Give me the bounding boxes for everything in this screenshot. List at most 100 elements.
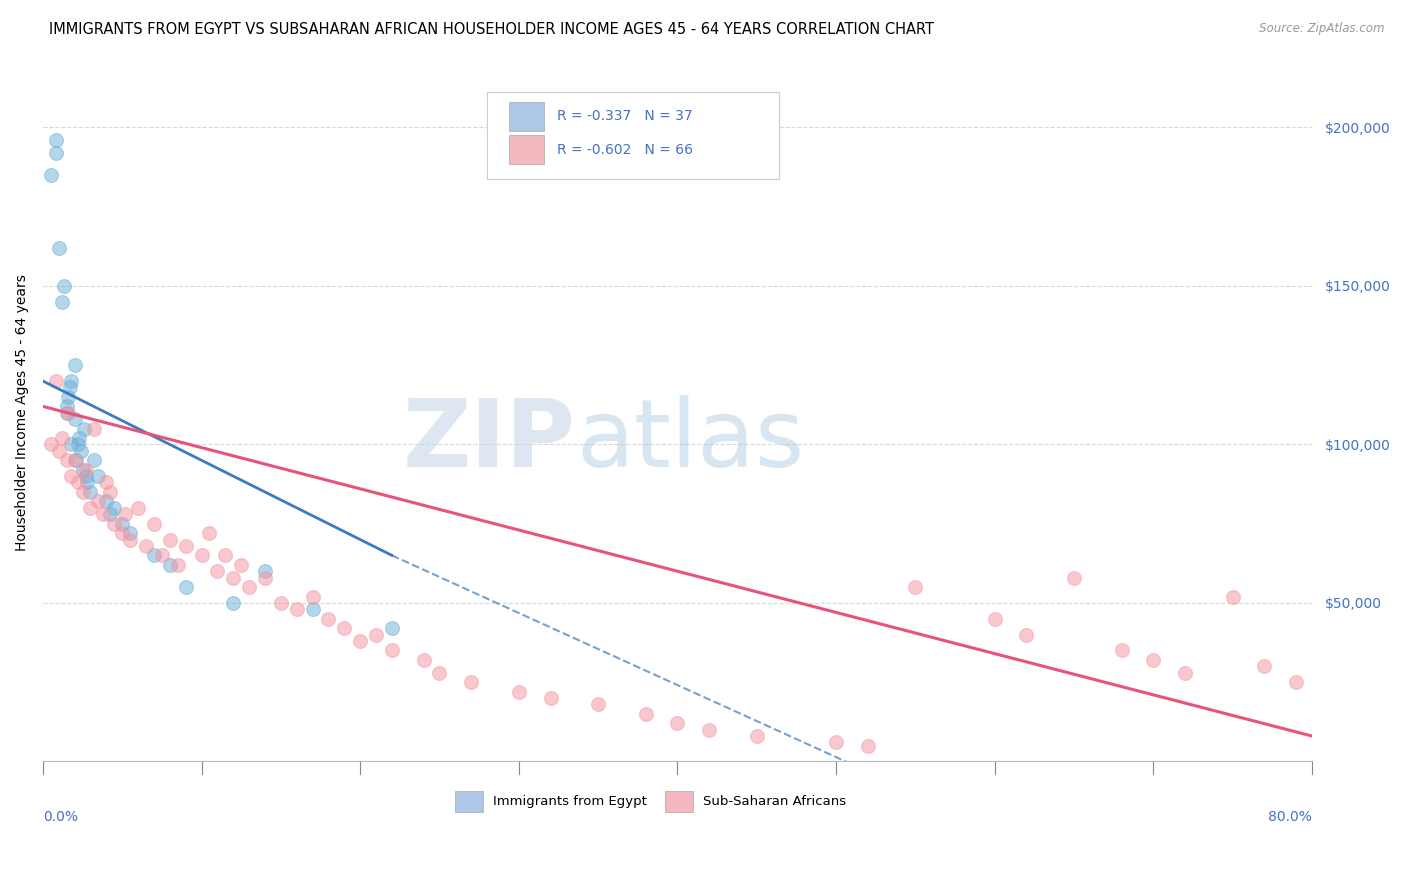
Bar — [665, 790, 693, 812]
Point — [1174, 665, 1197, 680]
Point — [745, 729, 768, 743]
Point — [66, 437, 89, 451]
Point — [45, 145, 67, 160]
Point — [60, 437, 83, 451]
Point — [159, 533, 181, 547]
Point — [63, 358, 86, 372]
Y-axis label: Householder Income Ages 45 - 64 years: Householder Income Ages 45 - 64 years — [15, 275, 30, 551]
Point — [190, 549, 212, 563]
Text: atlas: atlas — [576, 394, 804, 487]
Bar — [509, 136, 544, 164]
Point — [45, 374, 67, 388]
Point — [1222, 590, 1244, 604]
Point — [51, 294, 73, 309]
Point — [51, 431, 73, 445]
Text: R = -0.602   N = 66: R = -0.602 N = 66 — [557, 143, 693, 157]
Point — [198, 526, 221, 541]
Point — [270, 596, 292, 610]
Point — [111, 526, 134, 541]
Text: IMMIGRANTS FROM EGYPT VS SUBSAHARAN AFRICAN HOUSEHOLDER INCOME AGES 45 - 64 YEAR: IMMIGRANTS FROM EGYPT VS SUBSAHARAN AFRI… — [49, 22, 934, 37]
Point — [66, 475, 89, 490]
Text: ZIP: ZIP — [404, 394, 576, 487]
Point — [174, 539, 197, 553]
Point — [111, 516, 134, 531]
Point — [1285, 675, 1308, 690]
Point — [166, 558, 188, 572]
Point — [349, 634, 371, 648]
Point — [96, 494, 118, 508]
Point — [60, 374, 83, 388]
Point — [142, 516, 165, 531]
Point — [60, 469, 83, 483]
Point — [72, 485, 94, 500]
Point — [65, 453, 87, 467]
Point — [73, 421, 96, 435]
Point — [45, 133, 67, 147]
Point — [253, 570, 276, 584]
Point — [904, 580, 927, 594]
Point — [63, 453, 86, 467]
Point — [55, 400, 77, 414]
Point — [75, 463, 97, 477]
Point — [856, 739, 879, 753]
Point — [318, 612, 340, 626]
Point — [98, 485, 121, 500]
FancyBboxPatch shape — [486, 92, 779, 179]
Point — [333, 621, 356, 635]
Point — [231, 558, 253, 572]
Point — [381, 621, 404, 635]
Point — [83, 453, 105, 467]
Point — [429, 665, 451, 680]
Point — [508, 684, 530, 698]
Point — [150, 549, 173, 563]
Point — [174, 580, 197, 594]
Point — [301, 590, 323, 604]
Point — [59, 380, 82, 394]
Point — [983, 612, 1005, 626]
Text: Source: ZipAtlas.com: Source: ZipAtlas.com — [1260, 22, 1385, 36]
Bar — [456, 790, 484, 812]
Text: R = -0.337   N = 37: R = -0.337 N = 37 — [557, 110, 693, 123]
Point — [48, 241, 70, 255]
Point — [63, 412, 86, 426]
Point — [96, 475, 118, 490]
Point — [1142, 653, 1164, 667]
Point — [39, 437, 62, 451]
Point — [159, 558, 181, 572]
Point — [114, 507, 136, 521]
Point — [39, 168, 62, 182]
Point — [75, 469, 97, 483]
Text: 0.0%: 0.0% — [44, 810, 77, 824]
Point — [87, 494, 110, 508]
Point — [72, 463, 94, 477]
Point — [222, 570, 245, 584]
Point — [666, 716, 689, 731]
Point — [1015, 627, 1038, 641]
Point — [540, 691, 562, 706]
Point — [120, 533, 142, 547]
Point — [135, 539, 157, 553]
Point — [207, 564, 229, 578]
Point — [381, 643, 404, 657]
Point — [79, 485, 101, 500]
Point — [55, 453, 77, 467]
Point — [67, 431, 90, 445]
Point — [697, 723, 720, 737]
Point — [127, 500, 149, 515]
Text: 80.0%: 80.0% — [1268, 810, 1312, 824]
Point — [1111, 643, 1133, 657]
Point — [70, 443, 93, 458]
Point — [238, 580, 260, 594]
Point — [253, 564, 276, 578]
Point — [412, 653, 434, 667]
Point — [1253, 659, 1275, 673]
Point — [48, 443, 70, 458]
Point — [103, 516, 125, 531]
Point — [87, 469, 110, 483]
Text: Immigrants from Egypt: Immigrants from Egypt — [494, 795, 647, 807]
Point — [364, 627, 387, 641]
Point — [222, 596, 245, 610]
Point — [55, 406, 77, 420]
Point — [76, 475, 98, 490]
Point — [301, 602, 323, 616]
